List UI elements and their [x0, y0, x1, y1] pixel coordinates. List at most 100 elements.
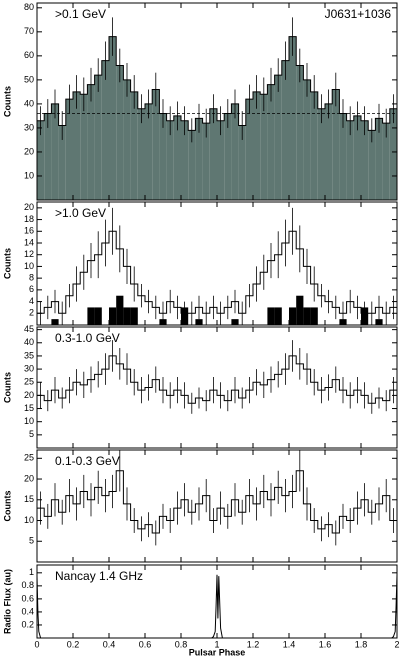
high-energy-bar: [310, 307, 318, 325]
histogram-bar: [245, 99, 253, 200]
histogram-bar: [353, 115, 361, 200]
histogram-bar: [296, 65, 304, 201]
high-energy-bar: [116, 295, 124, 325]
histogram-bar: [389, 108, 397, 200]
y-tick-label: 15: [24, 403, 34, 413]
panel-label: 0.3-1.0 GeV: [55, 331, 120, 345]
histogram-bar: [224, 113, 232, 200]
histogram-bar: [253, 91, 261, 200]
x-tick-label: 1.6: [319, 639, 332, 649]
y-tick-label: 40: [24, 98, 34, 108]
step-outline: [37, 230, 397, 314]
histogram-bar: [137, 108, 145, 200]
histogram-bar: [152, 89, 160, 200]
y-tick-label: 30: [24, 363, 34, 373]
high-energy-bar: [87, 307, 95, 325]
y-tick-label: 1: [29, 567, 34, 577]
histogram-bar: [87, 84, 95, 200]
high-energy-bar: [123, 307, 131, 325]
panel-label: >0.1 GeV: [55, 7, 106, 21]
histogram-bar: [51, 103, 59, 200]
histogram-bar: [310, 91, 318, 200]
y-tick-label: 5: [29, 536, 34, 546]
histogram-bar: [281, 60, 289, 200]
y-tick-label: 10: [24, 261, 34, 271]
histogram-bar: [346, 120, 354, 200]
high-energy-bar: [289, 307, 297, 325]
y-axis-label: Counts: [2, 491, 12, 522]
source-name: J0631+1036: [325, 7, 392, 21]
y-tick-label: 16: [24, 226, 34, 236]
high-energy-bar: [303, 307, 311, 325]
high-energy-bar: [195, 319, 203, 325]
histogram-bar: [303, 79, 311, 200]
y-tick-label: 40: [24, 337, 34, 347]
y-tick-label: 20: [24, 390, 34, 400]
histogram-bar: [44, 113, 52, 200]
high-energy-bar: [94, 307, 102, 325]
y-tick-label: 80: [24, 2, 34, 12]
panel-label: Nancay 1.4 GHz: [55, 569, 143, 583]
high-energy-bar: [267, 307, 275, 325]
histogram-bar: [202, 123, 210, 200]
y-tick-label: 15: [24, 494, 34, 504]
y-tick-label: 0.6: [21, 593, 34, 603]
panel: 0.20.40.60.810 0.2 0.4 0.6 0.8 1 1.2 1.4 1.6 1.8 2…: [2, 564, 400, 649]
histogram-bar: [94, 75, 102, 200]
y-tick-label: 0.2: [21, 619, 34, 629]
histogram-bar: [260, 94, 268, 200]
x-tick-label: 0.4: [103, 639, 116, 649]
x-tick-label: 0.2: [67, 639, 80, 649]
high-energy-bar: [130, 307, 138, 325]
radio-profile: [36, 574, 398, 639]
y-tick-label: 20: [24, 146, 34, 156]
high-energy-bar: [231, 319, 239, 325]
x-tick-label: 1.4: [283, 639, 296, 649]
histogram-bar: [195, 118, 203, 200]
y-tick-label: 10: [24, 416, 34, 426]
y-tick-label: 4: [29, 296, 34, 306]
y-tick-label: 45: [24, 324, 34, 334]
x-tick-label: 1: [214, 639, 219, 649]
y-tick-label: 14: [24, 237, 34, 247]
histogram-bar: [101, 60, 109, 200]
panel: 5 10 15 20 25 30 35 40 45 0.3-1.0 GeV Counts: [2, 324, 398, 449]
x-tick-label: 1.2: [247, 639, 260, 649]
y-axis-label: Counts: [2, 372, 12, 403]
histogram-bar: [188, 130, 196, 200]
y-tick-label: 25: [24, 453, 34, 463]
high-energy-bar: [109, 307, 117, 325]
histogram-bar: [231, 103, 239, 200]
histogram-bar: [173, 115, 181, 200]
y-tick-label: 30: [24, 122, 34, 132]
panel-label: 0.1-0.3 GeV: [55, 454, 120, 468]
y-tick-label: 6: [29, 284, 34, 294]
histogram-bar: [116, 65, 124, 201]
y-tick-label: 8: [29, 273, 34, 283]
histogram-bar: [73, 91, 81, 200]
y-axis-label: Radio Flux (au): [2, 569, 12, 634]
high-energy-bar: [375, 319, 383, 325]
y-tick-label: 0.8: [21, 580, 34, 590]
y-axis-label: Counts: [2, 248, 12, 279]
histogram-bar: [238, 125, 246, 200]
histogram-bar: [332, 89, 340, 200]
high-energy-bar: [51, 319, 59, 325]
histogram-bar: [274, 75, 282, 200]
histogram-bar: [123, 79, 131, 200]
panel-label: >1.0 GeV: [55, 206, 106, 220]
y-tick-label: 10: [24, 170, 34, 180]
y-tick-label: 0.4: [21, 606, 34, 616]
y-axis-label: Counts: [2, 86, 12, 117]
histogram-bar: [382, 123, 390, 200]
high-energy-bar: [274, 307, 282, 325]
x-tick-label: 2: [394, 639, 399, 649]
histogram-bar: [181, 120, 189, 200]
y-tick-label: 12: [24, 249, 34, 259]
y-tick-label: 70: [24, 26, 34, 36]
histogram-bar: [159, 113, 167, 200]
histogram-bar: [217, 120, 225, 200]
y-tick-label: 20: [24, 473, 34, 483]
